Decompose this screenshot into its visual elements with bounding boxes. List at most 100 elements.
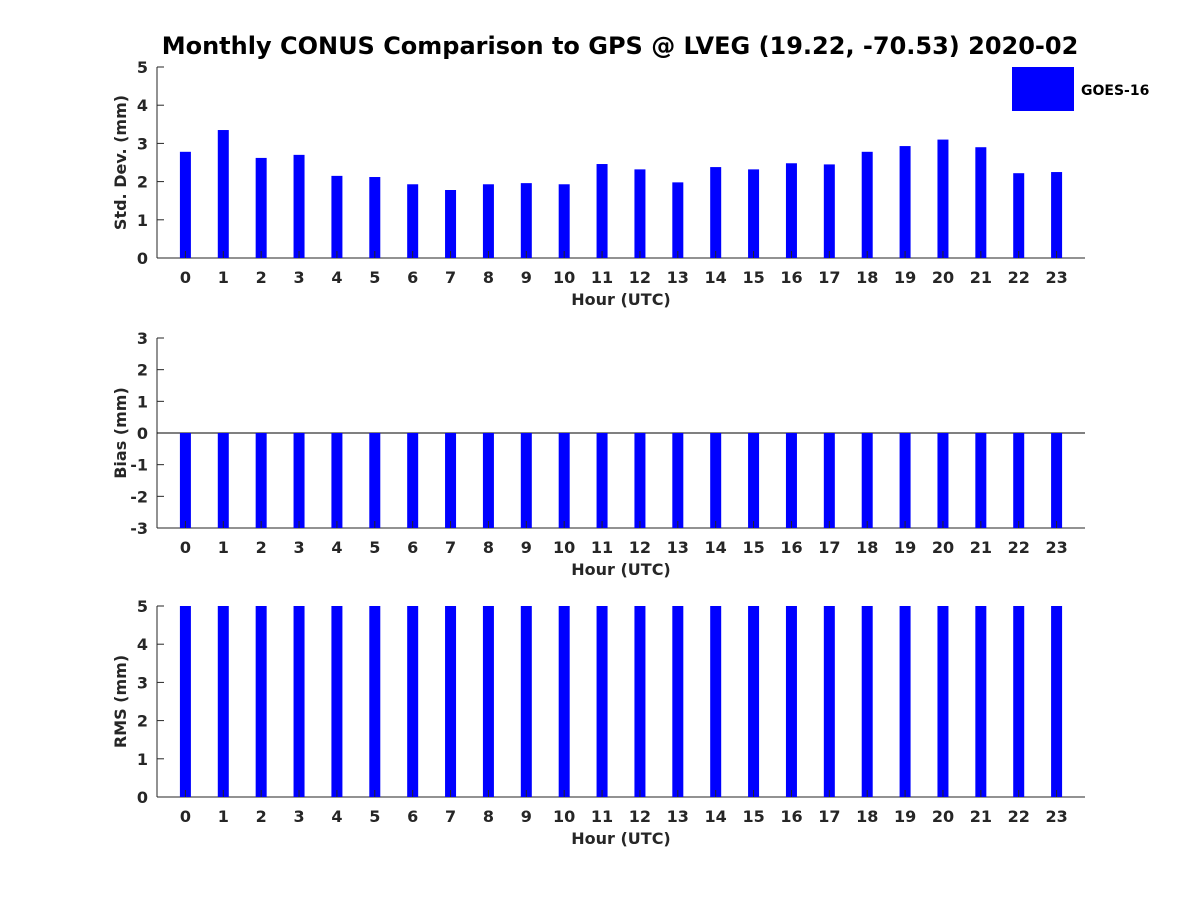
bar-hour-23 (1051, 606, 1063, 797)
bar-hour-20 (937, 139, 949, 258)
bar-hour-0 (179, 433, 191, 528)
x-tick-label: 2 (256, 807, 267, 826)
x-tick-label: 9 (521, 538, 532, 557)
x-tick-label: 17 (818, 538, 840, 557)
bar-hour-7 (445, 606, 457, 797)
bar-hour-7 (445, 433, 457, 528)
bar-hour-12 (634, 433, 646, 528)
bar-hour-15 (748, 433, 760, 528)
bar-hour-1 (217, 433, 229, 528)
x-tick-label: 5 (369, 538, 380, 557)
bar-hour-6 (407, 433, 419, 528)
x-tick-label: 6 (407, 807, 418, 826)
y-tick-label: 1 (137, 392, 148, 411)
bar-hour-0 (179, 606, 191, 797)
bar-hour-9 (520, 433, 532, 528)
x-tick-label: 1 (218, 807, 229, 826)
x-tick-label: 10 (553, 538, 575, 557)
bar-hour-3 (293, 606, 305, 797)
x-tick-label: 5 (369, 807, 380, 826)
x-tick-label: 12 (629, 538, 651, 557)
bar-hour-17 (823, 606, 835, 797)
x-tick-label: 22 (1008, 807, 1030, 826)
x-tick-label: 17 (818, 807, 840, 826)
x-tick-label: 18 (856, 538, 878, 557)
x-tick-label: 16 (780, 268, 802, 287)
bar-hour-19 (899, 146, 911, 258)
x-tick-label: 0 (180, 807, 191, 826)
y-tick-label: 4 (137, 635, 148, 654)
x-tick-label: 13 (667, 538, 689, 557)
y-tick-label: -1 (130, 456, 148, 475)
x-tick-label: 21 (970, 538, 992, 557)
bar-hour-4 (331, 175, 343, 258)
y-tick-label: 0 (137, 424, 148, 443)
bar-hour-3 (293, 433, 305, 528)
x-tick-label: 16 (780, 807, 802, 826)
bar-hour-23 (1051, 433, 1063, 528)
bar-hour-20 (937, 606, 949, 797)
y-tick-label: 3 (137, 134, 148, 153)
bar-hour-14 (710, 606, 722, 797)
bar-hour-16 (785, 163, 797, 258)
x-tick-label: 11 (591, 538, 613, 557)
bar-hour-21 (975, 606, 987, 797)
x-tick-label: 13 (667, 807, 689, 826)
legend-label-goes-16: GOES-16 (1081, 83, 1149, 99)
bar-hour-0 (179, 151, 191, 258)
bar-hour-9 (520, 183, 532, 258)
bar-hour-5 (369, 177, 381, 258)
bar-hour-5 (369, 433, 381, 528)
x-tick-label: 23 (1045, 268, 1067, 287)
x-tick-label: 23 (1045, 538, 1067, 557)
bar-hour-22 (1013, 433, 1025, 528)
bar-hour-10 (558, 606, 570, 797)
bar-hour-8 (482, 433, 494, 528)
x-tick-label: 0 (180, 268, 191, 287)
bar-hour-18 (861, 433, 873, 528)
bar-hour-21 (975, 433, 987, 528)
y-tick-label: 1 (137, 211, 148, 230)
x-tick-label: 3 (293, 268, 304, 287)
y-tick-label: 0 (137, 249, 148, 268)
y-tick-label: -2 (130, 487, 148, 506)
x-tick-label: 8 (483, 268, 494, 287)
x-tick-label: 12 (629, 268, 651, 287)
x-tick-label: 7 (445, 538, 456, 557)
y-axis-label: Bias (mm) (111, 387, 130, 479)
x-tick-label: 15 (742, 268, 764, 287)
bar-hour-11 (596, 433, 608, 528)
x-tick-label: 19 (894, 807, 916, 826)
x-tick-label: 5 (369, 268, 380, 287)
bar-hour-18 (861, 606, 873, 797)
x-tick-label: 0 (180, 538, 191, 557)
x-axis-label: Hour (UTC) (571, 560, 671, 579)
x-tick-label: 13 (667, 268, 689, 287)
y-tick-label: 2 (137, 712, 148, 731)
x-tick-label: 18 (856, 807, 878, 826)
bar-hour-10 (558, 184, 570, 258)
y-tick-label: 4 (137, 96, 148, 115)
bar-hour-11 (596, 606, 608, 797)
y-tick-label: 3 (137, 329, 148, 348)
x-tick-label: 15 (742, 807, 764, 826)
y-tick-label: 5 (137, 597, 148, 616)
x-tick-label: 4 (331, 807, 342, 826)
y-tick-label: 0 (137, 788, 148, 807)
x-tick-label: 10 (553, 807, 575, 826)
x-tick-label: 12 (629, 807, 651, 826)
y-tick-label: 3 (137, 673, 148, 692)
x-tick-label: 14 (705, 538, 727, 557)
bar-hour-2 (255, 433, 267, 528)
x-tick-label: 22 (1008, 268, 1030, 287)
bar-hour-1 (217, 130, 229, 258)
x-tick-label: 9 (521, 807, 532, 826)
bar-hour-8 (482, 606, 494, 797)
x-tick-label: 10 (553, 268, 575, 287)
bar-hour-20 (937, 433, 949, 528)
x-tick-label: 19 (894, 268, 916, 287)
bar-hour-6 (407, 184, 419, 258)
x-tick-label: 14 (705, 268, 727, 287)
